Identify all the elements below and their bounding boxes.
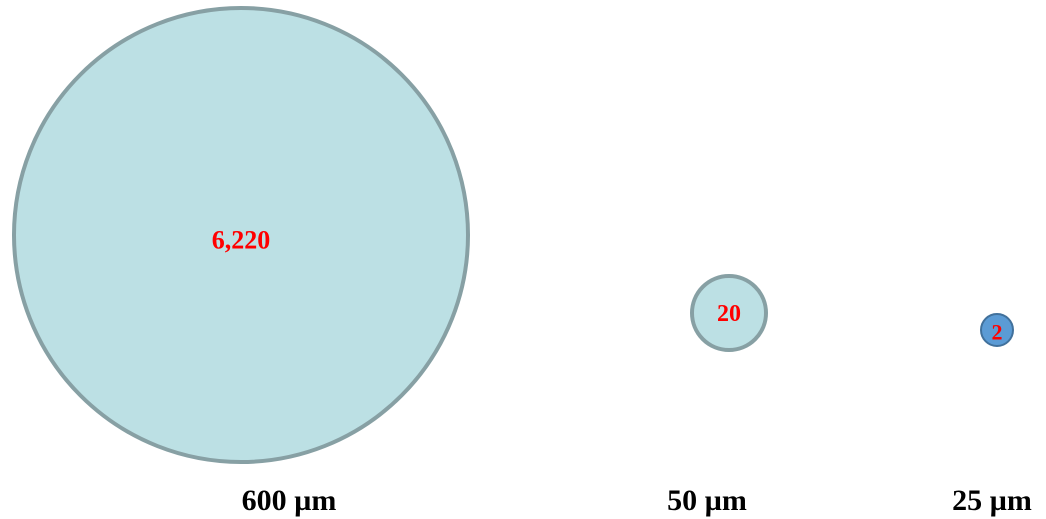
circle-25um [980,313,1014,347]
value-label-50um: 20 [717,301,741,327]
circle-group-50: 20 50 µm [667,274,768,517]
size-label-50um: 50 µm [667,484,747,517]
size-label-600um: 600 µm [242,484,337,517]
circle-600um [12,6,470,464]
value-label-600um: 6,220 [212,226,271,255]
circle-50um [690,274,768,352]
value-label-25um: 2 [992,320,1003,345]
circle-group-25: 2 25 µm [952,313,1032,517]
circle-group-600: 6,220 600 µm [12,6,470,517]
size-label-25um: 25 µm [952,484,1032,517]
